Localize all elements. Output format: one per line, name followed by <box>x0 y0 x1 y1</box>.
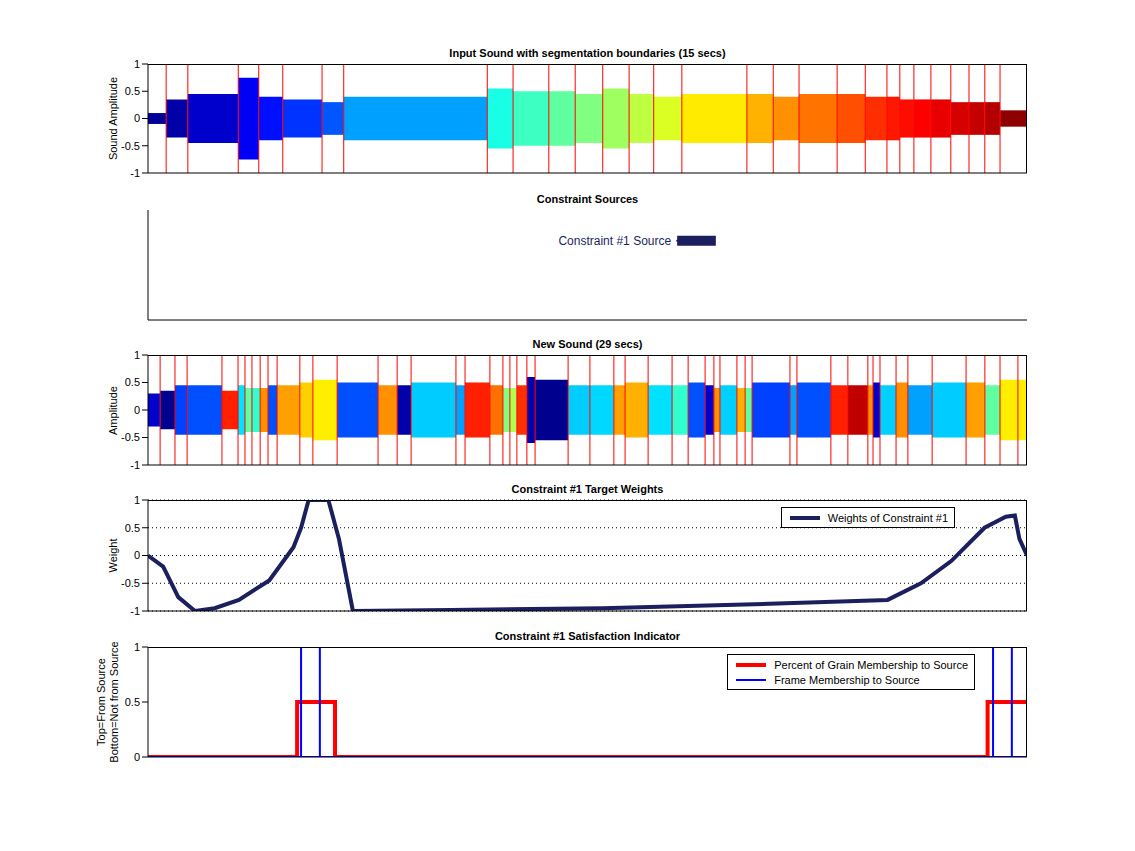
html-text:Percent of Grain Membership to: Percent of Grain Membership to Source <box>774 658 968 671</box>
svg-text:-1: -1 <box>130 605 140 617</box>
svg-text:0: 0 <box>134 751 140 763</box>
html-text:Constraint Sources: Constraint Sources <box>536 193 639 205</box>
svg-text:0.5: 0.5 <box>125 85 140 97</box>
html-text:Frame Membership to Source: Frame Membership to Source <box>774 673 920 686</box>
html-text:Input Sound with segmentation: Input Sound with segmentation boundaries… <box>449 47 726 59</box>
svg-text:1: 1 <box>134 351 140 361</box>
svg-text:0.5: 0.5 <box>125 376 140 388</box>
html-text:Weight: Weight <box>106 538 119 573</box>
svg-text:0.5: 0.5 <box>125 522 140 534</box>
svg-text:Constraint #1 Source: Constraint #1 Source <box>558 234 671 248</box>
svg-text:-0.5: -0.5 <box>121 577 140 589</box>
svg-text:1: 1 <box>134 643 140 653</box>
svg-text:-0.5: -0.5 <box>121 140 140 152</box>
html-text:New Sound (29 secs): New Sound (29 secs) <box>532 338 643 350</box>
html-text:Constraint #1 Satisfaction Ind: Constraint #1 Satisfaction Indicator <box>494 630 681 642</box>
svg-text:0: 0 <box>134 112 140 124</box>
svg-text:-1: -1 <box>130 459 140 471</box>
html-text:Amplitude: Amplitude <box>106 385 119 435</box>
svg-text:0: 0 <box>134 404 140 416</box>
html-text:Bottom=Not from Source: Bottom=Not from Source <box>108 641 120 763</box>
svg-text:1: 1 <box>134 496 140 506</box>
svg-text:1: 1 <box>134 60 140 70</box>
svg-text:-1: -1 <box>130 167 140 179</box>
html-text:Weights of Constraint #1: Weights of Constraint #1 <box>827 511 948 524</box>
svg-text:-0.5: -0.5 <box>121 431 140 443</box>
html-text:Sound Amplitude: Sound Amplitude <box>106 76 119 161</box>
svg-text:0: 0 <box>134 549 140 561</box>
html-text:Constraint #1 Target Weights: Constraint #1 Target Weights <box>511 483 664 495</box>
html-text:Top=From Source: Top=From Source <box>95 658 107 746</box>
svg-text:0.5: 0.5 <box>125 696 140 708</box>
